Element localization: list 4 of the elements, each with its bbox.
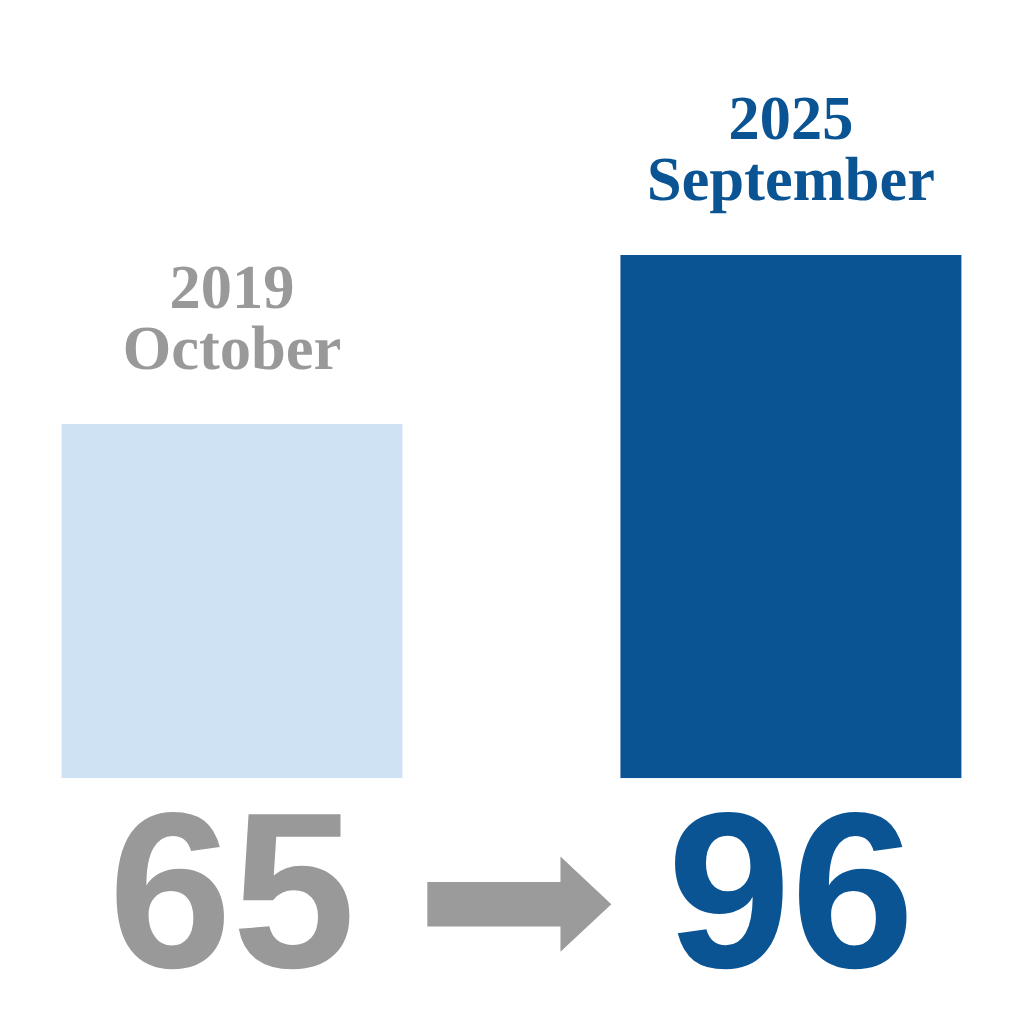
data-label: 65 (116, 811, 350, 970)
data-label: 96 (675, 811, 907, 970)
x-tick-label: 2019 October (125, 266, 340, 370)
x-tick-label: 2025 September (650, 97, 934, 214)
